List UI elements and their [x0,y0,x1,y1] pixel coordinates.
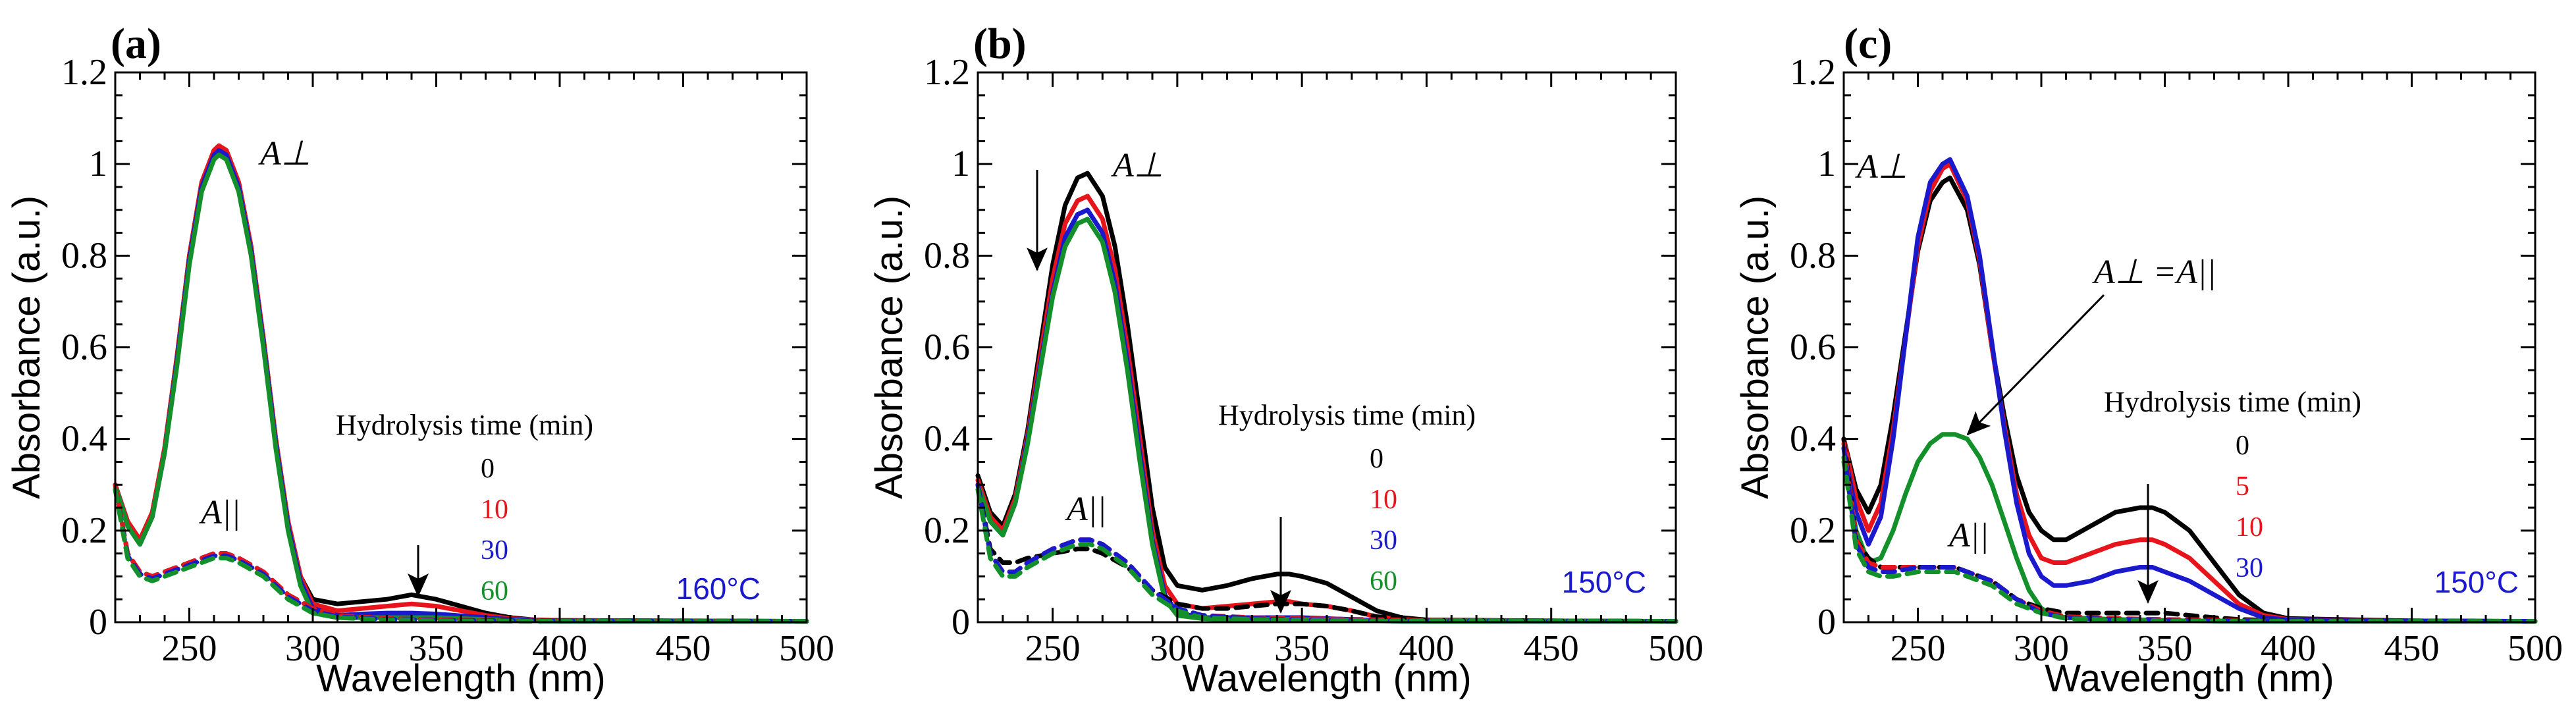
x-tick-label: 500 [2508,628,2563,669]
x-tick-label: 450 [1524,628,1579,669]
temperature-label: 150°C [2434,565,2519,599]
x-tick-label: 250 [162,628,217,669]
x-tick-label: 350 [409,628,464,669]
panel-label: (b) [973,20,1027,68]
chart-panel-3: 250 300 350 400 450 50000.20.40.60.811.2Wavel… [1734,20,2563,700]
y-tick-label: 1.2 [924,52,970,93]
x-tick-label: 250 [1891,628,1946,669]
legend-entry-5: 5 [2236,471,2249,502]
series-line-solid-10 [113,143,809,624]
y-tick-label: 0.8 [924,235,970,276]
chart-panel-1: 250 300 350 400 450 50000.20.40.60.811.2Wavel… [5,20,834,700]
x-tick-label: 500 [779,628,834,669]
legend-entry-30: 30 [2236,553,2263,583]
y-axis-title: Absorbance (a.u.) [1734,196,1777,499]
series-line-solid-60 [113,152,809,624]
x-tick-label: 300 [1150,628,1205,669]
x-tick-label: 350 [1274,628,1329,669]
annotation-label: A⊥ [1111,147,1164,184]
series-line-dashed-60 [113,487,809,624]
series-line-dashed-30 [975,482,1678,624]
x-tick-label: 450 [2384,628,2440,669]
y-tick-label: 1 [1817,144,1836,184]
annotation-label: A|| [199,494,240,531]
legend-entry-10: 10 [2236,512,2263,543]
y-tick-label: 0 [1817,602,1836,643]
y-tick-label: 0 [952,602,970,643]
x-axis-title: Wavelength (nm) [2045,657,2334,700]
y-tick-label: 0.6 [1790,327,1836,368]
series-line-solid-0 [113,143,809,624]
y-axis-title: Absorbance (a.u.) [868,196,911,499]
series-line-dashed-30 [1841,455,2538,624]
annotation-label: A⊥ [258,135,311,173]
x-tick-label: 250 [1025,628,1081,669]
y-tick-label: 1.2 [61,52,107,93]
legend-entry-0: 0 [1370,444,1383,474]
y-tick-label: 0.6 [924,327,970,368]
legend-entry-0: 0 [2236,431,2249,461]
legend-entry-60: 60 [481,576,508,606]
y-tick-label: 0.4 [61,419,107,460]
y-tick-label: 0 [89,602,107,643]
y-tick-label: 0.2 [61,510,107,551]
panel-label: (a) [111,20,161,68]
legend-title: Hydrolysis time (min) [336,409,593,441]
x-axis-title: Wavelength (nm) [316,657,605,700]
series-line-dashed-60 [975,487,1678,624]
x-tick-label: 350 [2137,628,2193,669]
legend-entry-10: 10 [481,494,508,525]
panel-label: (c) [1844,20,1892,68]
annotation-label: A⊥ =A|| [2092,253,2216,291]
y-tick-label: 0.6 [61,327,107,368]
y-tick-label: 1 [89,144,107,184]
legend-title: Hydrolysis time (min) [1218,399,1476,431]
legend-title: Hydrolysis time (min) [2104,386,2361,418]
x-tick-label: 300 [2014,628,2069,669]
legend-entry-30: 30 [1370,525,1397,556]
series-line-solid-10 [1841,157,2538,624]
y-tick-label: 1 [952,144,970,184]
y-tick-label: 1.2 [1790,52,1836,93]
y-tick-label: 0.8 [1790,235,1836,276]
y-tick-label: 0.2 [924,510,970,551]
y-tick-label: 0.8 [61,235,107,276]
annotation-label: A|| [1947,517,1989,554]
legend-entry-30: 30 [481,535,508,566]
y-tick-label: 0.2 [1790,510,1836,551]
y-tick-label: 0.4 [1790,419,1836,460]
temperature-label: 160°C [676,572,761,606]
x-tick-label: 400 [1399,628,1454,669]
plot-frame [1842,71,2536,624]
x-tick-label: 400 [532,628,587,669]
temperature-label: 150°C [1562,565,1646,599]
series-line-dashed-10 [1841,446,2538,624]
chart-panel-2: 250 300 350 400 450 50000.20.40.60.811.2Wavel… [868,20,1704,700]
x-tick-label: 300 [285,628,340,669]
series-line-solid-30 [113,147,809,624]
legend-entry-0: 0 [481,454,495,484]
y-axis-title: Absorbance (a.u.) [5,196,48,499]
annotation-label: A⊥ [1855,148,1908,186]
x-tick-label: 400 [2261,628,2316,669]
x-tick-label: 500 [1648,628,1704,669]
annotation-label: A|| [1065,491,1106,528]
legend-entry-60: 60 [1370,566,1397,597]
x-axis-title: Wavelength (nm) [1182,657,1471,700]
series-line-solid-0 [975,171,1678,624]
legend-entry-10: 10 [1370,485,1397,515]
x-tick-label: 450 [656,628,711,669]
y-tick-label: 0.4 [924,419,970,460]
trend-arrow [1966,294,2105,436]
